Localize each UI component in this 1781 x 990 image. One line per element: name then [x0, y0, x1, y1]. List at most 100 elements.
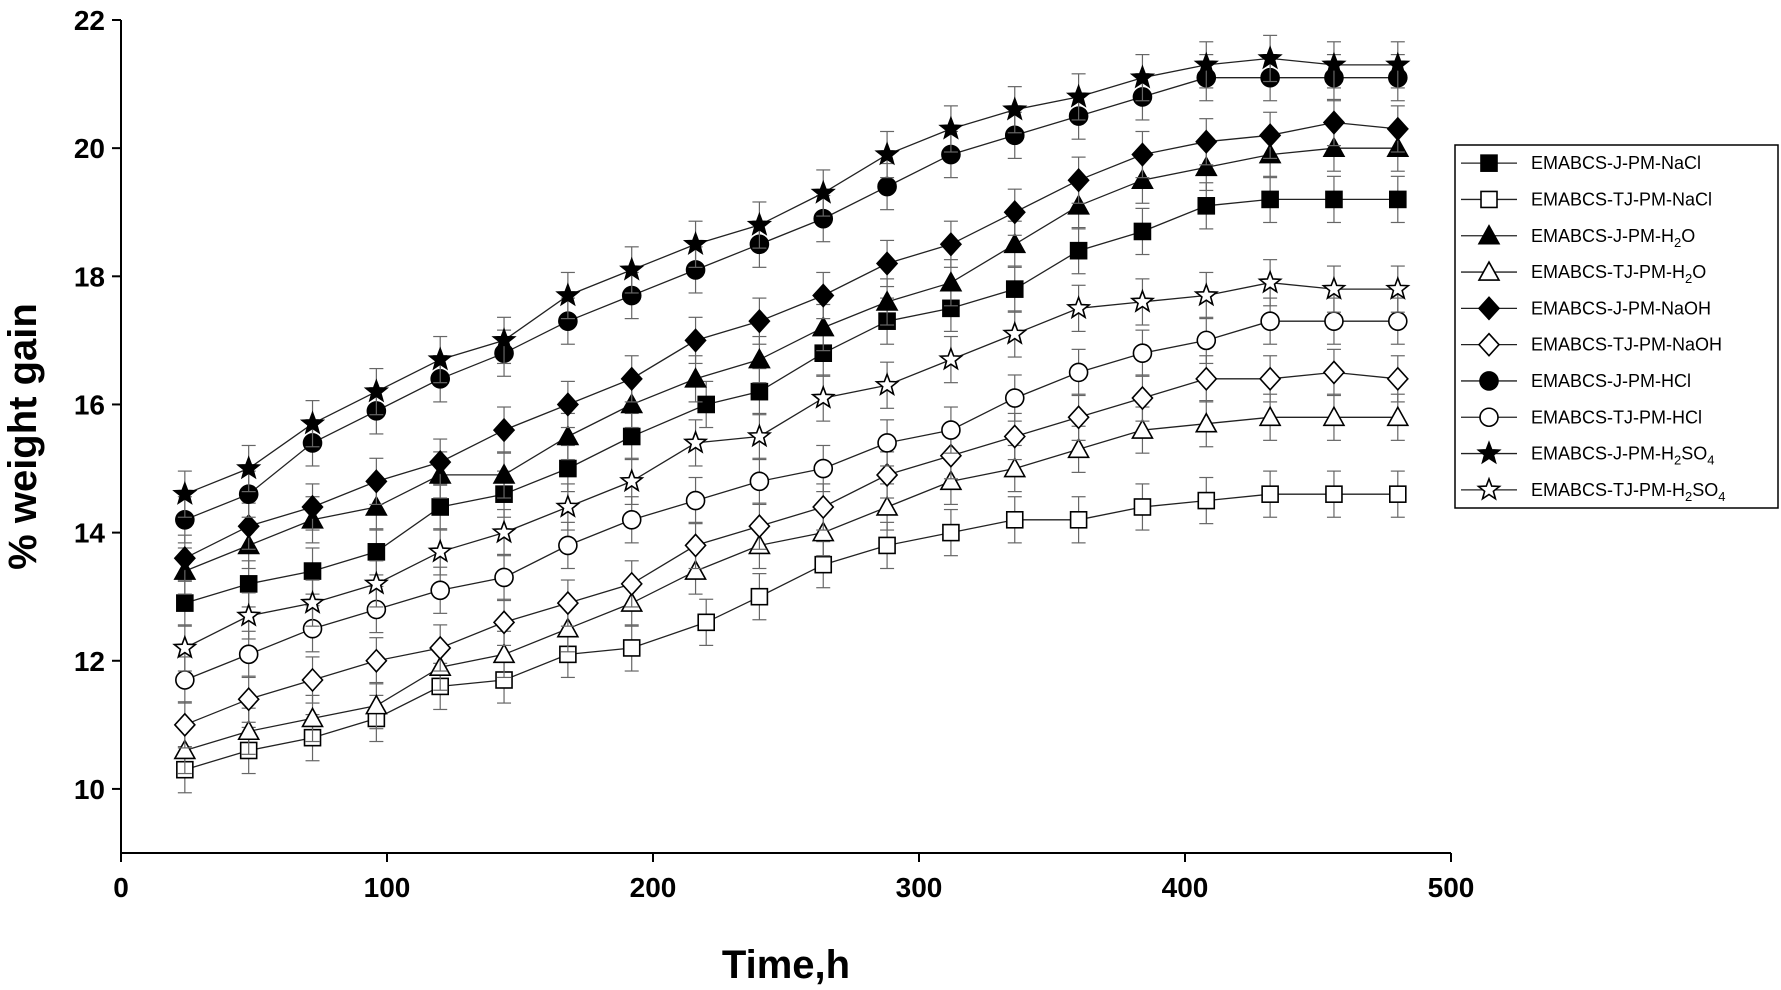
data-point: [491, 327, 517, 352]
data-point: [1003, 456, 1027, 478]
series-line: [184, 77, 1398, 521]
data-point: [620, 366, 643, 392]
legend-box: [1454, 144, 1779, 509]
data-point: [431, 498, 450, 516]
legend-entry: EMABCS-J-PM-NaOH: [1461, 296, 1711, 321]
data-point: [1259, 123, 1282, 148]
legend-marker: [1479, 371, 1499, 391]
data-point: [173, 738, 197, 760]
data-point: [492, 463, 516, 484]
data-point: [1389, 485, 1407, 503]
legend-label-main: EMABCS-J-PM-HCl: [1531, 371, 1691, 391]
data-point: [1197, 491, 1216, 510]
data-point: [1259, 366, 1282, 392]
data-point: [1322, 110, 1346, 135]
data-point: [365, 648, 388, 673]
data-point: [363, 378, 389, 403]
data-point: [878, 536, 896, 555]
data-point: [812, 283, 835, 308]
data-point: [1131, 142, 1154, 167]
data-point: [1068, 362, 1089, 383]
legend-label-main: EMABCS-TJ-PM-HCl: [1531, 407, 1702, 427]
data-point: [1321, 275, 1347, 300]
legend-label-subscript: 4: [1707, 453, 1714, 468]
data-point: [172, 634, 198, 659]
legend-marker: [1480, 154, 1498, 172]
data-point: [750, 587, 769, 606]
data-point: [494, 567, 514, 588]
data-point: [938, 115, 964, 140]
legend-entry: EMABCS-J-PM-H2O: [1461, 224, 1695, 250]
data-point: [1065, 83, 1092, 108]
series-1: [176, 470, 1407, 794]
legend-label-main: EMABCS-TJ-PM-NaCl: [1531, 189, 1712, 209]
data-point: [492, 417, 516, 443]
data-point: [365, 469, 388, 494]
data-point: [939, 232, 963, 257]
legend-label-main: EMABCS-TJ-PM-H: [1531, 262, 1685, 282]
data-point: [1069, 510, 1088, 529]
data-point: [1195, 366, 1218, 392]
data-point: [1325, 485, 1343, 503]
data-point: [558, 535, 578, 556]
x-tick-label: 500: [1428, 872, 1475, 903]
data-point: [1261, 485, 1279, 503]
legend-label: EMABCS-J-PM-NaOH: [1531, 298, 1711, 318]
data-point: [1004, 388, 1025, 408]
data-point: [1194, 412, 1218, 433]
data-point: [556, 424, 580, 446]
legend-entry: EMABCS-J-PM-HCl: [1461, 371, 1691, 391]
data-point: [749, 471, 770, 492]
data-point: [748, 514, 771, 539]
data-point: [1131, 168, 1154, 189]
legend-entry: EMABCS-TJ-PM-H2SO4: [1461, 476, 1725, 504]
data-point: [1131, 385, 1154, 411]
legend-label: EMABCS-TJ-PM-H2SO4: [1531, 480, 1725, 504]
data-point: [812, 494, 835, 520]
data-point: [301, 667, 324, 693]
series-3: [173, 393, 1410, 775]
y-tick-label: 12: [74, 646, 105, 677]
data-point: [301, 706, 324, 728]
series-0: [176, 175, 1407, 627]
data-point: [1129, 64, 1156, 89]
legend-label: EMABCS-TJ-PM-HCl: [1531, 407, 1702, 427]
data-point: [555, 282, 581, 307]
data-point: [620, 392, 644, 414]
data-point: [559, 459, 577, 478]
legend-marker: [1479, 407, 1499, 428]
data-point: [1321, 51, 1347, 76]
data-point: [556, 392, 579, 417]
data-point: [811, 520, 835, 542]
x-tick-label: 300: [896, 872, 943, 903]
legend-entry: EMABCS-J-PM-NaCl: [1461, 153, 1701, 173]
data-point: [173, 712, 196, 738]
x-tick-label: 200: [630, 872, 677, 903]
data-point: [365, 495, 388, 516]
data-point: [1385, 275, 1411, 300]
series-9: [172, 259, 1411, 672]
legend-entry: EMABCS-TJ-PM-NaCl: [1461, 189, 1712, 209]
legend-marker: [1477, 332, 1501, 357]
data-point: [810, 384, 836, 409]
data-point: [874, 141, 900, 166]
data-point: [303, 562, 322, 580]
data-point: [239, 575, 258, 593]
legend-marker: [1477, 260, 1501, 281]
data-point: [875, 290, 899, 311]
x-axis-title: Time,h: [722, 943, 850, 987]
legend-label: EMABCS-TJ-PM-H2O: [1531, 262, 1706, 286]
data-point: [1194, 155, 1218, 177]
data-point: [875, 495, 899, 516]
data-point: [1389, 190, 1407, 209]
data-point: [1133, 222, 1152, 241]
legend: EMABCS-J-PM-NaCl EMABCS-TJ-PM-NaCl EMABCS-…: [1454, 144, 1779, 509]
data-point: [748, 308, 771, 334]
legend-label: EMABCS-J-PM-HCl: [1531, 371, 1691, 391]
data-point: [877, 433, 897, 453]
y-tick-label: 10: [74, 774, 105, 805]
legend-label-main: EMABCS-J-PM-NaCl: [1531, 153, 1701, 173]
y-tick-label: 16: [74, 389, 105, 420]
data-point: [875, 462, 899, 488]
